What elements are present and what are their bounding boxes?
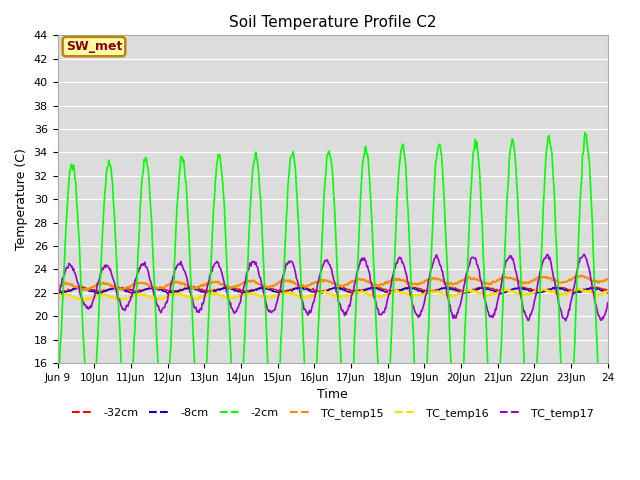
Legend: -32cm, -8cm, -2cm, TC_temp15, TC_temp16, TC_temp17: -32cm, -8cm, -2cm, TC_temp15, TC_temp16,…: [67, 403, 598, 423]
Title: Soil Temperature Profile C2: Soil Temperature Profile C2: [229, 15, 436, 30]
Y-axis label: Temperature (C): Temperature (C): [15, 148, 28, 250]
X-axis label: Time: Time: [317, 388, 348, 401]
Text: SW_met: SW_met: [66, 40, 122, 53]
